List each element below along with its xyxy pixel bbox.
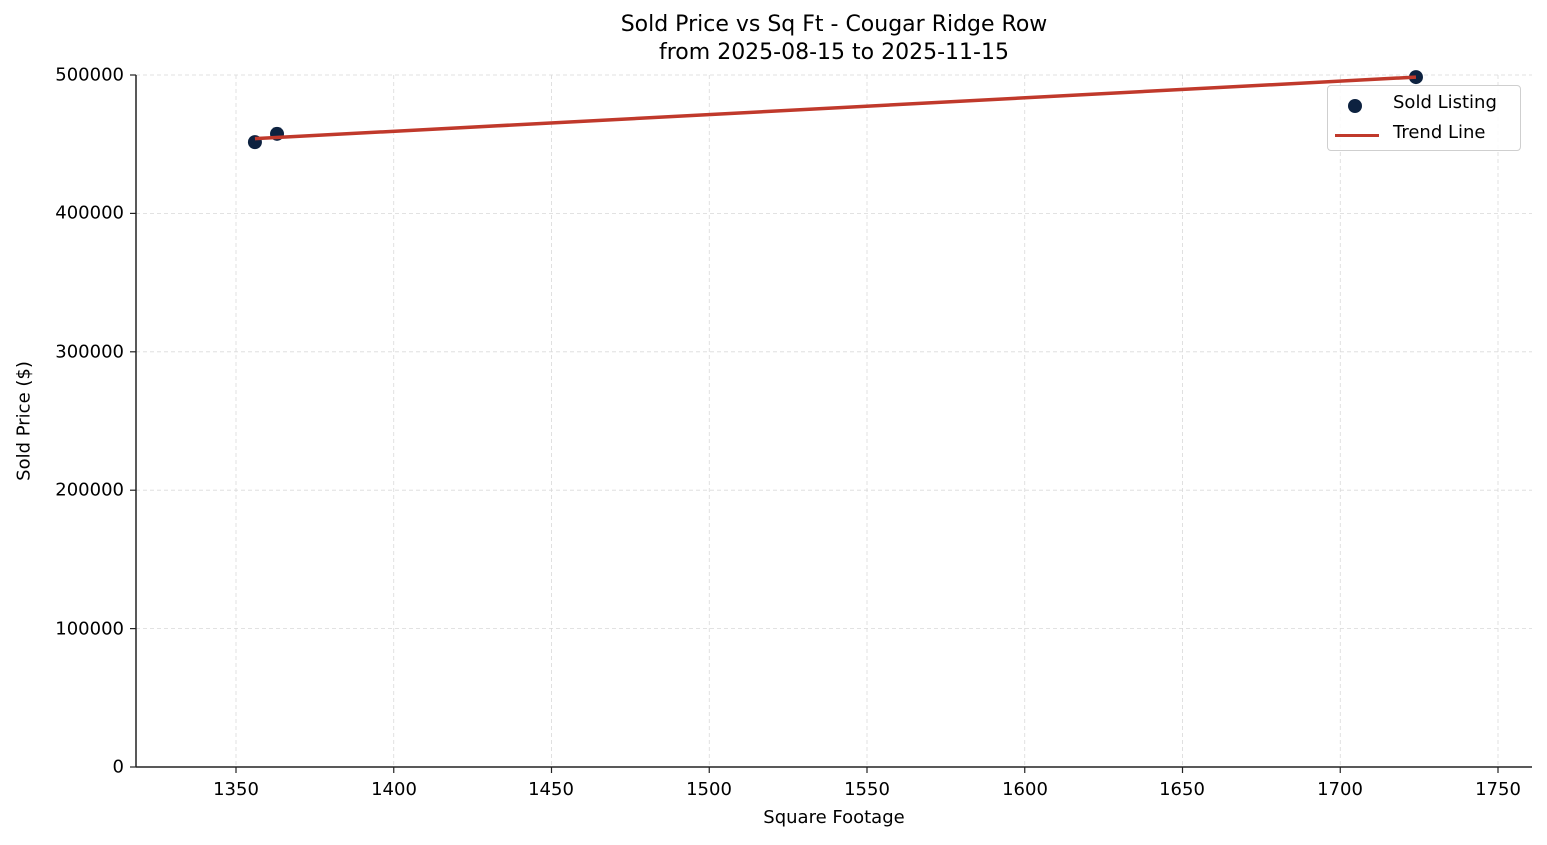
line-marker-icon (1335, 134, 1379, 137)
y-tick-label: 200000 (55, 479, 124, 501)
y-tick-label: 100000 (55, 618, 124, 640)
y-axis-label: Sold Price ($) (13, 361, 35, 481)
y-tick-label: 300000 (55, 341, 124, 363)
x-tick-label: 1500 (686, 779, 732, 800)
x-tick-label: 1350 (213, 779, 259, 800)
chart-title-line1: Sold Price vs Sq Ft - Cougar Ridge Row (620, 12, 1048, 37)
legend-item-trend-line: Trend Line (1328, 119, 1520, 149)
x-tick-label: 1400 (371, 779, 417, 800)
chart-title-line2: from 2025-08-15 to 2025-11-15 (659, 40, 1009, 65)
x-axis-label: Square Footage (763, 807, 905, 828)
x-tick-label: 1650 (1159, 779, 1205, 800)
grid-lines (136, 74, 1532, 768)
x-tick-label: 1750 (1475, 779, 1521, 800)
y-tick-label: 0 (112, 756, 124, 778)
x-tick-label: 1600 (1002, 779, 1048, 800)
x-tick-label: 1450 (528, 779, 574, 800)
scatter-marker-icon (1348, 99, 1362, 113)
y-tick-label: 400000 (55, 202, 124, 224)
x-tick-label: 1550 (844, 779, 890, 800)
trend-line (254, 75, 1417, 141)
legend-item-sold-listing: Sold Listing (1328, 89, 1520, 119)
trend-line-path (254, 75, 1417, 141)
legend-label: Sold Listing (1393, 92, 1497, 113)
y-tick-label: 500000 (55, 64, 124, 86)
x-tick-label: 1700 (1317, 779, 1363, 800)
legend-label: Trend Line (1393, 122, 1486, 143)
tick-marks (130, 74, 1499, 773)
legend: Sold Listing Trend Line (1327, 85, 1521, 151)
